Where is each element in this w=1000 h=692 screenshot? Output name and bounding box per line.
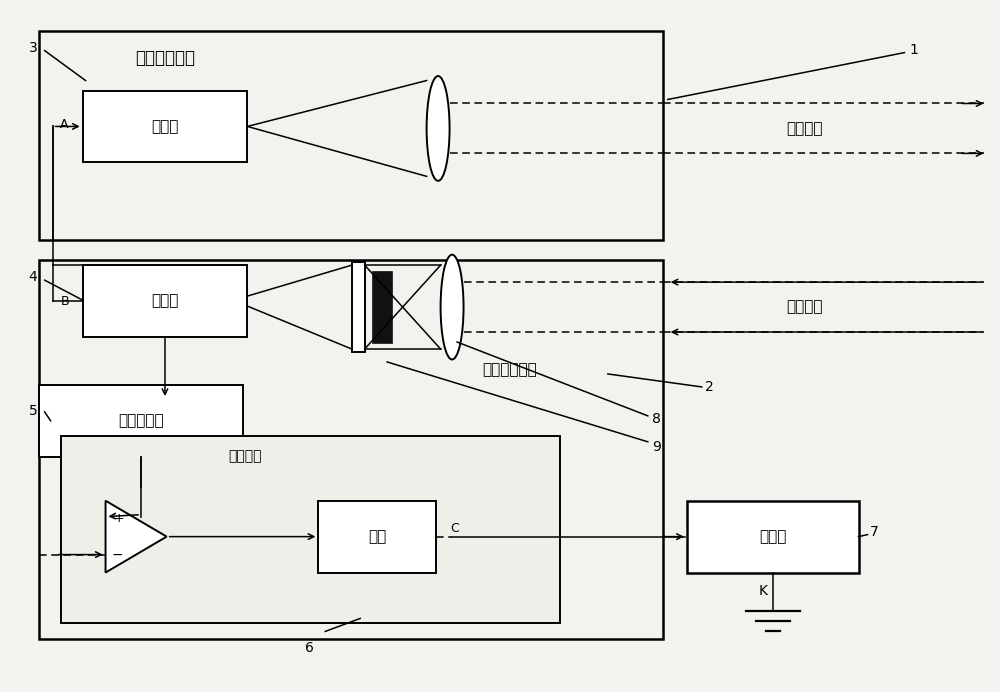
- Bar: [83, 265, 247, 337]
- Bar: [318, 501, 436, 572]
- Bar: [352, 262, 365, 352]
- Ellipse shape: [441, 255, 464, 359]
- Text: 4: 4: [29, 270, 37, 284]
- Bar: [39, 260, 663, 639]
- Text: 回波光束: 回波光束: [786, 300, 823, 315]
- Text: 整形: 整形: [368, 529, 386, 544]
- Bar: [61, 436, 560, 623]
- Text: 探测器: 探测器: [151, 293, 179, 309]
- Bar: [39, 385, 243, 457]
- Ellipse shape: [427, 76, 450, 181]
- Text: −: −: [112, 547, 123, 562]
- Text: 激光探测单元: 激光探测单元: [483, 363, 537, 377]
- Bar: [372, 271, 392, 343]
- Text: 6: 6: [305, 641, 314, 655]
- Text: 3: 3: [29, 41, 37, 55]
- Text: 激光发射单元: 激光发射单元: [135, 48, 195, 66]
- Text: 9: 9: [652, 440, 661, 454]
- Text: 接收模块: 接收模块: [229, 449, 262, 463]
- Text: 7: 7: [869, 525, 878, 538]
- Text: 5: 5: [29, 404, 37, 418]
- Text: B: B: [60, 295, 69, 307]
- Text: 发射光束: 发射光束: [786, 121, 823, 136]
- Text: C: C: [451, 522, 459, 535]
- Text: 激光器: 激光器: [151, 119, 179, 134]
- Text: 2: 2: [705, 380, 713, 394]
- Text: A: A: [60, 118, 69, 131]
- Bar: [687, 501, 859, 572]
- Text: K: K: [758, 583, 767, 597]
- Bar: [39, 30, 663, 240]
- Bar: [83, 91, 247, 163]
- Text: 1: 1: [909, 43, 918, 57]
- Text: 放大与滤波: 放大与滤波: [118, 413, 164, 428]
- Text: +: +: [114, 512, 124, 525]
- Polygon shape: [106, 501, 167, 572]
- Text: 计时器: 计时器: [759, 529, 786, 544]
- Text: 8: 8: [652, 412, 661, 426]
